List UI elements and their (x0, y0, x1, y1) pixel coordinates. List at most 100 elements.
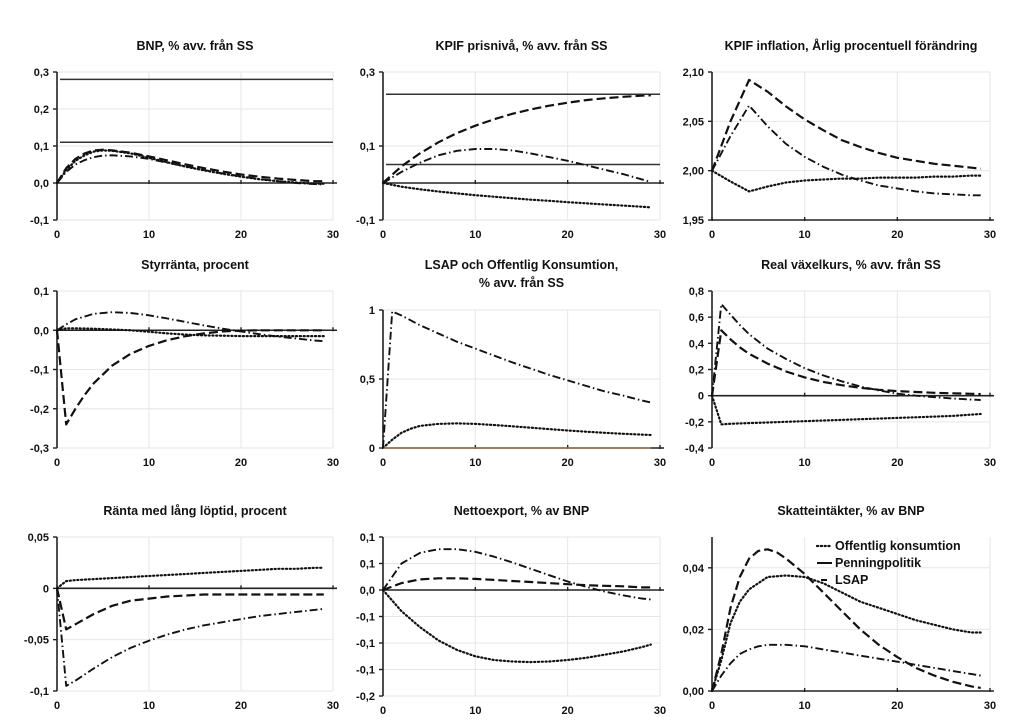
y-tick-label: -0,1 (356, 215, 375, 227)
x-tick-label: 30 (984, 700, 996, 712)
y-tick-label: -0,1 (356, 638, 375, 650)
series-line-offentlig-konsumtion (381, 422, 652, 450)
y-tick-label: 0 (369, 443, 375, 455)
x-tick-label: 20 (562, 229, 574, 241)
chart-title: KPIF prisnivå, % avv. från SS (435, 39, 607, 53)
chart-panel-9: Skatteintäkter, % av BNP 0,00 0,02 0,04 0 10 2… (683, 504, 997, 712)
y-tick-label: 1 (369, 305, 375, 317)
x-tick-label: 20 (562, 457, 574, 469)
y-tick-label: 0,0 (360, 585, 375, 597)
x-tick-label: 0 (380, 705, 386, 717)
x-tick-label: 20 (235, 457, 247, 469)
y-tick-label: 0,02 (683, 624, 704, 636)
chart-title: % avv. från SS (479, 276, 564, 290)
series-line-lsap (382, 148, 652, 184)
y-tick-label: 0 (698, 391, 704, 403)
series-line-lsap (711, 643, 981, 692)
y-tick-label: -0,2 (30, 404, 49, 416)
series-line-lsap (382, 548, 651, 601)
x-tick-label: 20 (235, 229, 247, 241)
y-tick-label: 1,95 (683, 215, 704, 227)
series-line-offentlig-konsumtion (381, 181, 652, 209)
y-tick-label: 0,0 (34, 178, 49, 190)
y-tick-label: 0,05 (28, 532, 49, 544)
chart-title: Skatteintäkter, % av BNP (777, 504, 924, 518)
x-tick-label: 0 (709, 457, 715, 469)
y-tick-label: 0,1 (360, 141, 375, 153)
series-line-penningpolitik (55, 588, 324, 631)
chart-title: BNP, % avv. från SS (137, 39, 254, 53)
series-line-lsap (56, 311, 324, 343)
y-tick-label: 0,4 (689, 338, 705, 350)
y-tick-label: 0,00 (683, 686, 704, 698)
y-tick-label: -0,1 (30, 686, 49, 698)
series-line-offentlig-konsumtion (55, 566, 325, 590)
x-tick-label: 10 (469, 705, 481, 717)
legend-label: Offentlig konsumtion (835, 539, 961, 553)
y-tick-label: 0,0 (34, 325, 49, 337)
chart-title: Nettoexport, % av BNP (454, 504, 589, 518)
chart-title: KPIF inflation, Årlig procentuell föränd… (725, 38, 978, 53)
y-tick-label: -0,2 (685, 417, 704, 429)
x-tick-label: 30 (327, 457, 339, 469)
x-tick-label: 30 (654, 229, 666, 241)
x-tick-label: 10 (469, 229, 481, 241)
y-tick-label: -0,05 (24, 635, 49, 647)
y-tick-label: -0,3 (30, 443, 49, 455)
x-tick-label: 30 (654, 705, 666, 717)
y-tick-label: 2,10 (683, 67, 704, 79)
x-tick-label: 20 (235, 700, 247, 712)
x-tick-label: 0 (380, 457, 386, 469)
series-line-offentlig-konsumtion (381, 588, 652, 664)
chart-title: Real växelkurs, % avv. från SS (761, 258, 941, 272)
chart-panel-6: Real växelkurs, % avv. från SS -0,4 -0,2 0 0… (685, 258, 996, 469)
chart-panel-8: Nettoexport, % av BNP -0,2 -0,1 -0,1 -0,1 0,0… (356, 504, 666, 717)
series-line-penningpolitik (56, 148, 324, 184)
y-tick-label: 0,3 (360, 67, 375, 79)
y-tick-label: 0,2 (689, 365, 704, 377)
chart-title: LSAP och Offentlig Konsumtion, (425, 258, 619, 272)
chart-panel-2: KPIF prisnivå, % avv. från SS -0,1 0,1 0,3 0… (356, 39, 666, 241)
chart-title: Ränta med lång löptid, procent (103, 504, 287, 518)
y-tick-label: -0,1 (356, 665, 375, 677)
series-line-penningpolitik (710, 329, 981, 396)
y-tick-label: -0,2 (356, 691, 375, 703)
series-line-penningpolitik (710, 78, 981, 172)
x-tick-label: 0 (380, 229, 386, 241)
y-tick-label: 0,1 (360, 532, 375, 544)
x-tick-label: 0 (54, 700, 60, 712)
y-tick-label: -0,1 (30, 215, 49, 227)
chart-panel-7: Ränta med lång löptid, procent -0,1 -0,05 0… (24, 504, 339, 712)
series-line-penningpolitik (710, 548, 981, 692)
x-tick-label: 30 (654, 457, 666, 469)
x-tick-label: 0 (709, 700, 715, 712)
series-line-penningpolitik (382, 94, 651, 184)
legend: Offentlig konsumtion Penningpolitik LSAP (815, 539, 961, 587)
x-tick-label: 30 (984, 229, 996, 241)
series-line-penningpolitik (55, 329, 324, 426)
x-tick-label: 10 (799, 229, 811, 241)
y-tick-label: 0,3 (34, 67, 49, 79)
x-tick-label: 10 (799, 700, 811, 712)
legend-label: Penningpolitik (835, 556, 921, 570)
x-tick-label: 30 (327, 229, 339, 241)
chart-panel-1: BNP, % avv. från SS -0,1 0,0 0,1 0,2 0,3 0 10 20… (30, 39, 339, 241)
x-tick-label: 20 (891, 700, 903, 712)
x-tick-label: 10 (143, 700, 155, 712)
series-line-lsap (56, 154, 324, 186)
x-tick-label: 20 (562, 705, 574, 717)
y-tick-label: 0,6 (689, 312, 704, 324)
y-tick-label: 0,1 (34, 141, 49, 153)
y-tick-label: 0 (43, 583, 49, 595)
series-line-offentlig-konsumtion (710, 169, 982, 193)
series-line-penningpolitik (382, 577, 651, 592)
y-tick-label: 2,05 (683, 116, 704, 128)
y-tick-label: 0,2 (34, 104, 49, 116)
x-tick-label: 20 (891, 457, 903, 469)
series-line-offentlig-konsumtion (710, 394, 982, 426)
chart-panel-5: LSAP och Offentlig Konsumtion, % avv. frå… (360, 258, 666, 469)
series-line-offentlig-konsumtion (55, 327, 325, 338)
legend-label: LSAP (835, 573, 868, 587)
x-tick-label: 10 (799, 457, 811, 469)
